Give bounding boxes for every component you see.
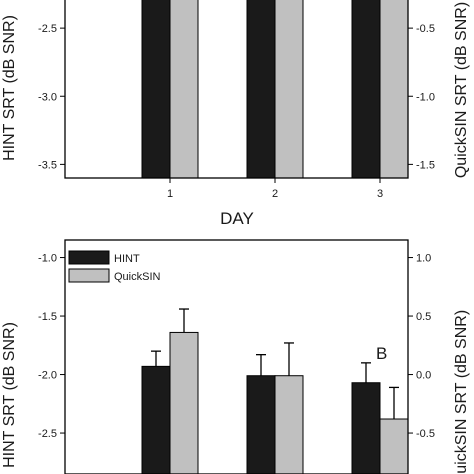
- panel-a-right-tick-label: -1.0: [416, 91, 435, 103]
- panel-b-chart: -1.0 -1.5 -2.0 -2.5 1.0 0.5 0.0 -0.5 B HINT Qui…: [1, 239, 470, 474]
- legend-label-hint: HINT: [114, 253, 140, 265]
- panel-b-bar-hint-day2: [246, 375, 276, 474]
- panel-b-right-tick-label: -0.5: [416, 428, 435, 440]
- panel-b-label: B: [376, 344, 387, 363]
- panel-a-right-tick-label: -0.5: [416, 23, 435, 35]
- panel-a-plot-frame: [64, 0, 409, 179]
- panel-a-bar-hint-day2: [246, 0, 276, 179]
- panel-b-right-tick-label: 0.0: [416, 370, 431, 382]
- panel-b-bar-quicksin-day1: [169, 331, 199, 474]
- panel-b-right-y-axis-title: QuickSIN SRT (dB SNR): [453, 310, 470, 474]
- panel-a-bar-quicksin-day1: [169, 0, 199, 179]
- panel-b-right-tick-label: 0.5: [416, 311, 431, 323]
- panel-b-right-tick-label: 1.0: [416, 253, 431, 265]
- panel-b-axes: -1.0 -1.5 -2.0 -2.5 1.0 0.5 0.0 -0.5: [38, 239, 435, 474]
- panel-a-x-tick-label-1: 1: [167, 188, 173, 200]
- panel-a-left-tick-label: -2.5: [38, 23, 57, 35]
- panel-b-bar-quicksin-day2: [274, 375, 304, 474]
- panel-b-y-axis-title: HINT SRT (dB SNR): [1, 322, 18, 468]
- panel-a-bars: [141, 0, 409, 179]
- panel-a-bar-hint-day1: [141, 0, 171, 179]
- panel-b-bar-hint-day3: [351, 382, 381, 474]
- panel-a-left-tick-label: -3.0: [38, 91, 57, 103]
- panel-b-legend: HINT QuickSIN: [68, 250, 161, 283]
- panel-a-right-tick-label: -1.5: [416, 159, 435, 171]
- panel-b-bar-hint-day1: [141, 365, 171, 474]
- panel-b-left-tick-label: -2.0: [38, 370, 57, 382]
- panel-a-x-tick-label-3: 3: [377, 188, 383, 200]
- panel-a-right-y-axis-title: QuickSIN SRT (dB SNR): [453, 2, 470, 178]
- legend-swatch-hint: [68, 250, 110, 265]
- panel-a-bar-hint-day3: [351, 0, 381, 179]
- panel-b-plot-frame: [64, 239, 409, 474]
- panel-a-bar-quicksin-day3: [379, 0, 409, 179]
- panel-a-chart: 123-2.0-2.5-3.0-3.50.0-0.5-1.0-1.5 DAY H…: [1, 0, 470, 228]
- legend-swatch-quicksin: [68, 268, 110, 283]
- legend-label-quicksin: QuickSIN: [114, 271, 161, 283]
- panel-a-axes: 123-2.0-2.5-3.0-3.50.0-0.5-1.0-1.5: [38, 0, 435, 200]
- panel-b-bars: [141, 308, 409, 474]
- panel-b-left-tick-label: -2.5: [38, 428, 57, 440]
- panel-a-x-tick-label-2: 2: [272, 188, 278, 200]
- panel-a-bar-quicksin-day2: [274, 0, 304, 179]
- panel-a-y-axis-title: HINT SRT (dB SNR): [1, 15, 18, 161]
- panel-b-bar-quicksin-day3: [379, 418, 409, 474]
- panel-b-left-tick-label: -1.0: [38, 253, 57, 265]
- panel-a-left-tick-label: -3.5: [38, 159, 57, 171]
- panel-a-x-axis-title: DAY: [220, 209, 254, 228]
- panel-b-left-tick-label: -1.5: [38, 311, 57, 323]
